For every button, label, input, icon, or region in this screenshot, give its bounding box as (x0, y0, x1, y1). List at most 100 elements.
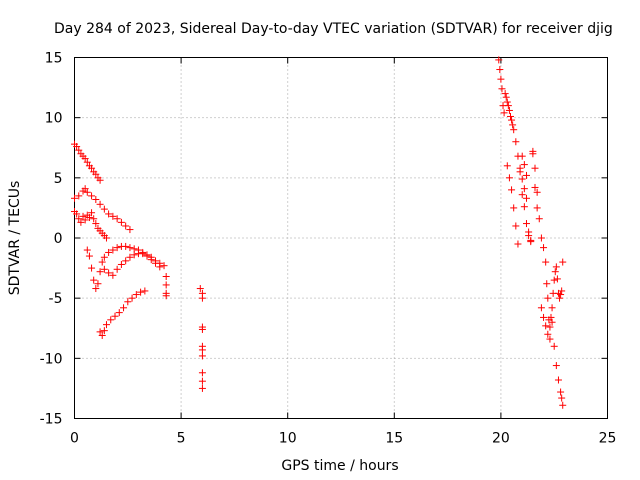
data-point (160, 262, 168, 270)
data-point (510, 126, 518, 134)
data-point (543, 280, 551, 288)
data-point (496, 66, 504, 74)
series-arc-6 (96, 287, 149, 339)
data-point (502, 93, 510, 101)
data-point (81, 155, 89, 163)
data-point (198, 384, 206, 392)
data-point (90, 276, 98, 284)
data-point (105, 269, 113, 277)
data-point (113, 265, 121, 273)
data-point (506, 112, 514, 120)
data-point (137, 288, 145, 296)
data-point (550, 276, 558, 284)
series-arc-3 (71, 208, 110, 242)
data-point (88, 264, 96, 272)
x-tick-label: 20 (492, 431, 510, 447)
data-point (512, 138, 520, 146)
data-point (113, 244, 121, 252)
data-point (544, 330, 552, 338)
data-point (196, 285, 204, 293)
data-point (547, 313, 555, 321)
data-point (147, 256, 155, 264)
y-axis-label: SDTVAR / TECUs (7, 181, 23, 296)
data-point (92, 220, 100, 228)
data-point (100, 253, 108, 261)
data-point (553, 275, 561, 283)
data-point (102, 321, 110, 329)
y-tick-label: -15 (40, 412, 63, 428)
series-arc-11 (518, 150, 541, 246)
data-point (533, 188, 541, 196)
series-arc-13 (537, 304, 567, 409)
data-point (503, 162, 511, 170)
data-point (143, 252, 151, 260)
data-point (130, 245, 138, 253)
series-arc-12 (537, 234, 567, 331)
data-point (132, 291, 140, 299)
data-point (520, 203, 528, 211)
x-axis-label: GPS time / hours (281, 458, 398, 474)
y-tick-label: 0 (54, 231, 63, 247)
data-point (516, 168, 524, 176)
data-point (109, 212, 117, 220)
data-point (546, 335, 554, 343)
data-point (518, 191, 526, 199)
data-point (73, 210, 81, 218)
data-point (520, 185, 528, 193)
y-tick-label: -10 (40, 351, 63, 367)
y-tick-label: 15 (45, 51, 63, 67)
data-point (544, 294, 552, 302)
data-point (162, 273, 170, 281)
tick-labels: 0 5 10 15 20 25 -15 -10 -5 0 5 10 15 (40, 51, 617, 447)
data-point (540, 313, 548, 321)
data-point (559, 258, 567, 266)
data-point (548, 304, 556, 312)
x-tick-label: 5 (177, 431, 186, 447)
data-point (124, 298, 132, 306)
data-point (122, 242, 130, 250)
data-point (96, 200, 104, 208)
data-point (554, 376, 562, 384)
data-point (198, 294, 206, 302)
data-point (497, 75, 505, 83)
data-point (559, 401, 567, 409)
data-point (98, 258, 106, 266)
data-point (198, 369, 206, 377)
data-point (162, 292, 170, 300)
data-point (100, 205, 108, 213)
x-tick-label: 0 (70, 431, 79, 447)
data-point (525, 232, 533, 240)
data-point (509, 121, 517, 129)
data-point (96, 268, 104, 276)
data-point (500, 109, 508, 117)
data-point (501, 90, 509, 98)
data-point (139, 250, 147, 258)
data-point (512, 222, 520, 230)
data-point (156, 263, 164, 271)
data-point (96, 176, 104, 184)
data-point (75, 146, 83, 154)
data-point (508, 186, 516, 194)
data-point (73, 143, 81, 151)
x-tick-label: 15 (385, 431, 403, 447)
data-point (92, 195, 100, 203)
data-point (128, 294, 136, 302)
data-point (162, 281, 170, 289)
data-points (71, 56, 567, 409)
data-point (557, 388, 565, 396)
data-point (531, 164, 539, 172)
data-point (85, 214, 93, 222)
axis-ticks (74, 57, 608, 419)
data-point (537, 234, 545, 242)
data-point (126, 244, 134, 252)
series-arc-1 (71, 140, 104, 184)
data-point (77, 218, 85, 226)
data-point (75, 215, 83, 223)
data-point (71, 194, 78, 202)
data-point (495, 56, 503, 64)
data-point (558, 394, 566, 402)
data-point (90, 215, 98, 223)
data-point (122, 222, 130, 230)
